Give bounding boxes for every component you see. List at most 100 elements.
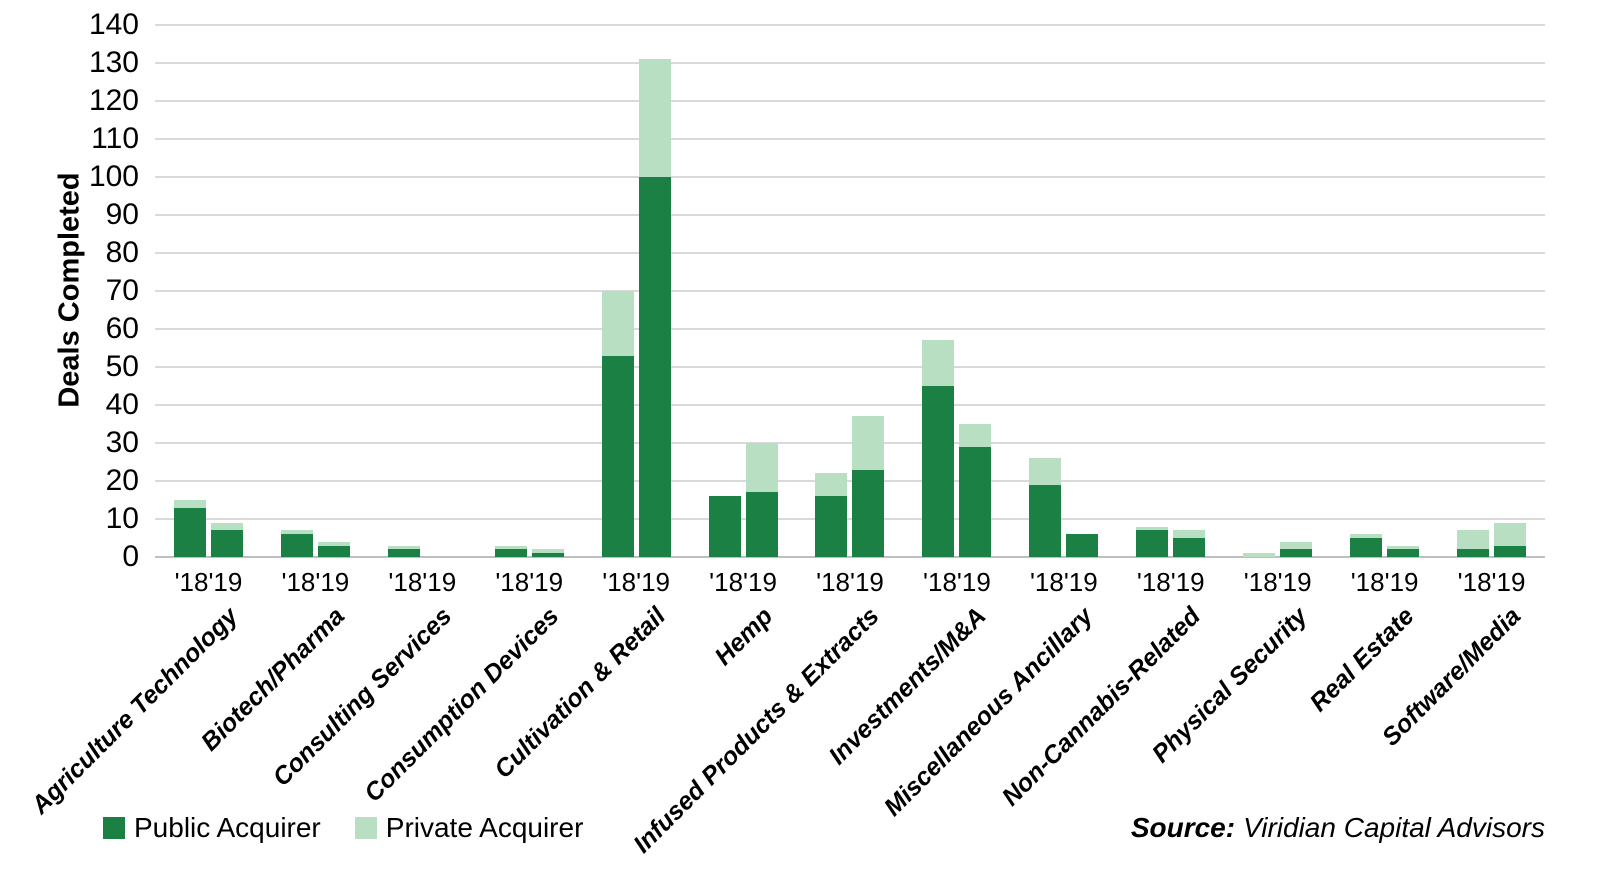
y-tick-label: 100 [88, 160, 139, 193]
stacked-bar-19 [1280, 541, 1313, 557]
category-label: Consulting Services [267, 602, 458, 792]
bar-segment-public-acquirer [1280, 549, 1313, 557]
y-tick-label: 130 [88, 46, 139, 79]
bar-segment-private-acquirer [1280, 541, 1313, 550]
category-label: Consumption Devices [358, 602, 565, 808]
stacked-bar-18 [815, 473, 848, 557]
gridline [155, 100, 1545, 102]
stacked-bar-19 [210, 522, 243, 557]
gridline [155, 24, 1545, 26]
stacked-bar-19 [852, 416, 885, 557]
x-tick-label: '18'19 [816, 567, 884, 597]
bar-segment-public-acquirer [959, 446, 992, 557]
bar-segment-public-acquirer [1457, 549, 1490, 557]
x-tick-label: '18'19 [174, 567, 243, 597]
stacked-bar-19 [531, 549, 564, 557]
stacked-bar-19 [317, 541, 350, 557]
stacked-bar-18 [1029, 458, 1062, 557]
bar-segment-public-acquirer [1029, 484, 1062, 557]
gridline [155, 138, 1545, 140]
legend-item: Private Acquirer [354, 812, 584, 844]
x-tick-label: '18'19 [495, 567, 564, 597]
stacked-bar-19 [638, 59, 671, 557]
gridline [155, 518, 1545, 520]
y-tick-label: 30 [105, 426, 139, 459]
legend-label: Private Acquirer [385, 812, 584, 843]
bar-group [1117, 25, 1224, 557]
bar-group [1438, 25, 1545, 557]
bar-segment-public-acquirer [210, 530, 243, 557]
stacked-bar-18 [280, 530, 313, 557]
category-label: Hemp [708, 602, 778, 671]
bar-segment-private-acquirer [210, 522, 243, 531]
source-label: Source: [1130, 812, 1236, 843]
source-text: Viridian Capital Advisors [1243, 812, 1545, 843]
legend-swatch-icon [103, 817, 125, 839]
plot-area: 0 10 20 30 40 50 60 70 80 90 100 110 120 130 140 '18'19… [89, 8, 1545, 597]
bar-segment-public-acquirer [387, 549, 420, 557]
bar-segment-private-acquirer [852, 416, 885, 470]
stacked-bar-18 [173, 500, 206, 557]
bar-segment-public-acquirer [601, 355, 634, 557]
y-tick-label: 80 [105, 236, 139, 269]
bar-group [369, 25, 476, 557]
bar-segment-public-acquirer [1387, 549, 1420, 557]
bar-group [690, 25, 797, 557]
y-tick-label: 110 [91, 122, 139, 155]
stacked-bar-19 [959, 424, 992, 557]
y-tick-label: 70 [105, 274, 139, 307]
bar-group [797, 25, 904, 557]
x-axis-line [155, 556, 1545, 558]
y-tick-label: 40 [105, 388, 139, 421]
x-tick-label: '18'19 [1136, 567, 1205, 597]
stacked-bar-18 [601, 291, 634, 557]
category-label: Agriculture Technology [25, 602, 244, 820]
bar-group [476, 25, 583, 557]
gridline [155, 328, 1545, 330]
stacked-bar-19 [1387, 545, 1420, 557]
bar-segment-private-acquirer [1243, 553, 1276, 557]
bar-segment-private-acquirer [531, 549, 564, 554]
x-tick-label: '18'19 [1243, 567, 1312, 597]
x-tick-label: '18'19 [602, 567, 671, 597]
bar-segment-private-acquirer [387, 545, 420, 550]
x-tick-label: '18'19 [281, 567, 350, 597]
legend-label: Public Acquirer [134, 812, 321, 843]
gridline [155, 62, 1545, 64]
stacked-bar-18 [1350, 534, 1383, 557]
bar-segment-private-acquirer [601, 291, 634, 356]
gridline [155, 176, 1545, 178]
bar-segment-private-acquirer [1457, 530, 1490, 550]
bar-segment-public-acquirer [1173, 538, 1206, 557]
stacked-bar-19 [745, 443, 778, 557]
bar-group [583, 25, 690, 557]
legend: Public Acquirer Private Acquirer [103, 812, 583, 844]
gridline [155, 442, 1545, 444]
bar-group [1331, 25, 1438, 557]
bar-segment-private-acquirer [1029, 458, 1062, 485]
y-tick-label: 90 [105, 198, 139, 231]
gridline [155, 290, 1545, 292]
gridline [155, 366, 1545, 368]
x-tick-label: '18'19 [923, 567, 991, 597]
bar-segment-public-acquirer [1494, 545, 1527, 557]
bar-segment-private-acquirer [745, 443, 778, 493]
y-tick-label: 20 [105, 464, 139, 497]
gridline [155, 214, 1545, 216]
stacked-bar-18 [708, 496, 741, 557]
bar-segment-private-acquirer [1173, 530, 1206, 538]
bar-segment-public-acquirer [1350, 538, 1383, 557]
bar-segment-public-acquirer [280, 534, 313, 557]
stacked-bar-18 [387, 545, 420, 557]
y-tick-label: 10 [105, 502, 139, 535]
y-tick-label: 60 [105, 312, 139, 345]
bar-segment-private-acquirer [638, 59, 671, 177]
bar-segment-private-acquirer [959, 424, 992, 447]
bar-group [262, 25, 369, 557]
stacked-bar-18 [1243, 553, 1276, 557]
stacked-bar-18 [922, 340, 955, 557]
bar-segment-private-acquirer [922, 340, 955, 386]
stacked-bar-18 [1136, 526, 1169, 557]
stacked-bar-19 [1494, 522, 1527, 557]
